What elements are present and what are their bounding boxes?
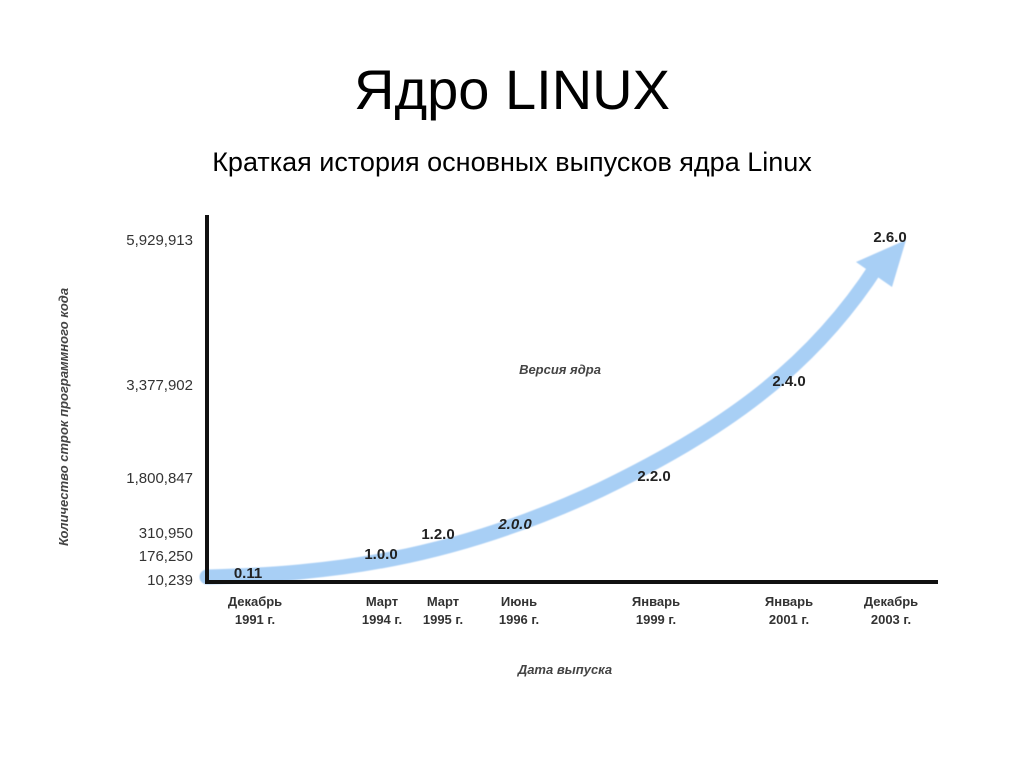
version-labels: 0.11 1.0.0 1.2.0 2.0.0 2.2.0 2.4.0 2.6.0: [234, 229, 907, 582]
growth-arrowhead: [856, 240, 906, 287]
y-tick-label: 3,377,902: [126, 377, 193, 394]
x-tick-label: 1999 г.: [636, 612, 676, 627]
y-tick-label: 10,239: [147, 572, 193, 589]
x-tick-label: 1996 г.: [499, 612, 539, 627]
version-label: 2.4.0: [772, 373, 805, 390]
version-label: 1.0.0: [364, 546, 397, 563]
x-tick-label: Январь: [765, 594, 813, 609]
y-axis-title: Количество строк программного кода: [56, 288, 71, 546]
version-label: 2.6.0: [873, 229, 906, 246]
version-label: 2.2.0: [637, 468, 670, 485]
y-tick-label: 5,929,913: [126, 232, 193, 249]
series-label: Версия ядра: [519, 362, 601, 377]
version-label: 2.0.0: [497, 516, 532, 533]
x-tick-label: 1991 г.: [235, 612, 275, 627]
x-tick-labels: Декабрь 1991 г. Март 1994 г. Март 1995 г. Июнь…: [228, 594, 918, 627]
y-tick-label: 310,950: [139, 525, 193, 542]
x-tick-label: Декабрь: [228, 594, 282, 609]
x-tick-label: 2001 г.: [769, 612, 809, 627]
x-tick-label: Март: [427, 594, 459, 609]
x-axis-title: Дата выпуска: [517, 662, 612, 677]
y-tick-label: 176,250: [139, 548, 193, 565]
x-tick-label: 1995 г.: [423, 612, 463, 627]
slide-subtitle: Краткая история основных выпусков ядра L…: [212, 147, 812, 177]
x-tick-label: Декабрь: [864, 594, 918, 609]
y-tick-label: 1,800,847: [126, 470, 193, 487]
y-tick-labels: 10,239 176,250 310,950 1,800,847 3,377,902 5,…: [126, 232, 193, 589]
x-tick-label: Март: [366, 594, 398, 609]
x-tick-label: Январь: [632, 594, 680, 609]
growth-curve: [199, 258, 885, 585]
version-label: 1.2.0: [421, 526, 454, 543]
x-tick-label: Июнь: [501, 594, 537, 609]
x-tick-label: 2003 г.: [871, 612, 911, 627]
slide-title: Ядро LINUX: [354, 58, 670, 121]
version-label: 0.11: [234, 565, 262, 582]
x-tick-label: 1994 г.: [362, 612, 402, 627]
